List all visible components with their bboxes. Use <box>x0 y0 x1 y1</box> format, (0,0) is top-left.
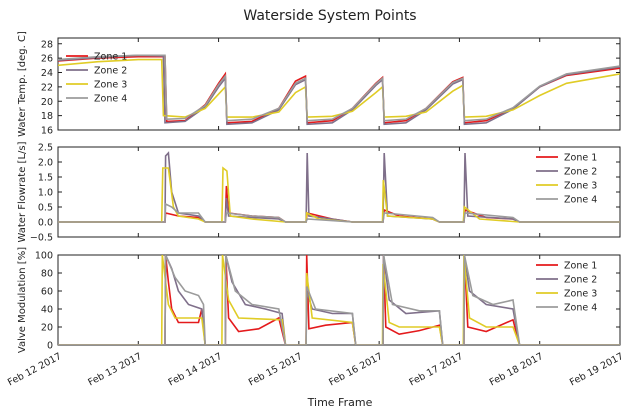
x-tick-label: Feb 16 2017 <box>327 351 384 388</box>
y-axis-label: Water Flowrate [L/s] <box>17 141 28 242</box>
y-tick-label: 1.0 <box>38 188 53 199</box>
series-line-zone-4 <box>58 255 620 345</box>
y-tick-label: 0.5 <box>38 203 53 214</box>
y-tick-label: 22 <box>41 82 53 93</box>
y-tick-label: 60 <box>41 287 53 298</box>
plot-frame <box>57 146 621 238</box>
plot-frame <box>57 254 621 346</box>
legend-label-zone-3: Zone 3 <box>564 289 597 300</box>
y-tick-label: −0.5 <box>30 233 53 244</box>
series-line-zone-4 <box>58 54 620 122</box>
y-tick-label: 28 <box>41 39 53 50</box>
x-tick-label: Feb 18 2017 <box>488 351 545 388</box>
panel-1: 16 18 20 22 24 26 28 Water Temp. [deg. C] Zone 1… <box>17 31 621 137</box>
x-tick-label: Feb 17 2017 <box>407 351 464 388</box>
legend-label-zone-1: Zone 1 <box>94 52 127 63</box>
y-tick-label: 20 <box>41 97 53 108</box>
legend-label-zone-4: Zone 4 <box>564 195 597 206</box>
y-tick-label: 0 <box>47 341 53 352</box>
y-tick-label: 80 <box>41 269 53 280</box>
x-tick-label: Feb 19 2017 <box>568 351 625 388</box>
figure-title: Waterside System Points <box>243 8 416 24</box>
y-axis-label: Water Temp. [deg. C] <box>17 31 28 137</box>
y-tick-label: 2.5 <box>38 143 53 154</box>
y-tick-label: 0.0 <box>38 218 53 229</box>
panels: 16 18 20 22 24 26 28 Water Temp. [deg. C] Zone 1… <box>17 31 621 353</box>
series-line-zone-2 <box>58 54 620 126</box>
panel-2: −0.5 0.0 0.5 1.0 1.5 2.0 2.5 Water Flowrate [L/… <box>17 141 621 244</box>
y-tick-label: 24 <box>41 68 53 79</box>
x-tick-label: Feb 13 2017 <box>86 351 143 388</box>
legend-label-zone-2: Zone 2 <box>564 167 597 178</box>
y-tick-label: 18 <box>41 111 53 122</box>
x-tick-labels: Feb 12 2017 Feb 13 2017 Feb 14 2017 Feb 15 … <box>6 351 625 388</box>
legend-label-zone-2: Zone 2 <box>94 66 127 77</box>
y-tick-label: 40 <box>41 305 53 316</box>
series-line-zone-3 <box>58 58 620 118</box>
legend-label-zone-4: Zone 4 <box>94 94 127 105</box>
legend-label-zone-3: Zone 3 <box>564 181 597 192</box>
panel-3: 0 20 40 60 80 100 Valve Modulation [%] Zone 1 Zo… <box>17 247 621 353</box>
x-tick-label: Feb 15 2017 <box>247 351 304 388</box>
legend-label-zone-2: Zone 2 <box>564 275 597 286</box>
legend-label-zone-3: Zone 3 <box>94 80 127 91</box>
x-tick-label: Feb 14 2017 <box>167 351 224 388</box>
y-tick-label: 100 <box>35 251 53 262</box>
legend-label-zone-1: Zone 1 <box>564 261 597 272</box>
y-tick-label: 20 <box>41 323 53 334</box>
series-line-zone-4 <box>58 202 620 223</box>
legend-label-zone-1: Zone 1 <box>564 153 597 164</box>
legend-label-zone-4: Zone 4 <box>564 303 597 314</box>
y-tick-label: 1.5 <box>38 173 53 184</box>
x-axis-label: Time Frame <box>307 396 373 409</box>
series-line-zone-3 <box>58 255 620 345</box>
x-tick-label: Feb 12 2017 <box>6 351 63 388</box>
y-tick-label: 2.0 <box>38 158 53 169</box>
y-axis-label: Valve Modulation [%] <box>17 247 28 353</box>
y-tick-label: 16 <box>41 126 53 137</box>
y-tick-label: 26 <box>41 54 53 65</box>
